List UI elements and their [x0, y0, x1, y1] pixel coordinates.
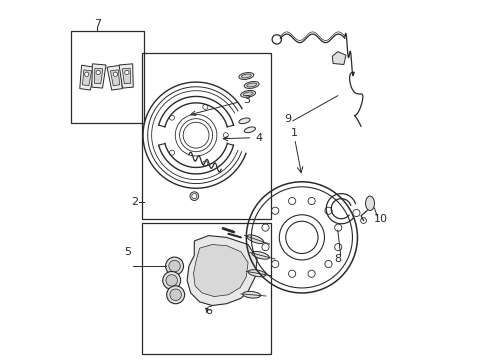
Circle shape: [334, 224, 341, 231]
Text: 4: 4: [223, 132, 262, 143]
Circle shape: [288, 197, 295, 204]
Ellipse shape: [240, 90, 255, 97]
Polygon shape: [94, 68, 102, 84]
Polygon shape: [110, 70, 120, 86]
Polygon shape: [122, 68, 130, 84]
Polygon shape: [82, 70, 91, 86]
Circle shape: [169, 150, 174, 155]
Polygon shape: [193, 244, 247, 297]
Text: 7: 7: [94, 19, 101, 29]
Ellipse shape: [243, 92, 252, 96]
Circle shape: [191, 194, 196, 199]
Polygon shape: [119, 64, 133, 88]
Text: 5: 5: [124, 247, 131, 257]
Ellipse shape: [241, 74, 251, 78]
Circle shape: [271, 260, 278, 267]
Ellipse shape: [242, 292, 260, 298]
Circle shape: [307, 270, 315, 277]
Ellipse shape: [246, 235, 263, 243]
Circle shape: [203, 104, 207, 109]
Ellipse shape: [239, 118, 249, 124]
Circle shape: [223, 133, 228, 138]
Circle shape: [334, 243, 341, 251]
Text: 6: 6: [204, 306, 212, 316]
Circle shape: [113, 72, 117, 76]
Ellipse shape: [365, 196, 374, 211]
Text: 1: 1: [291, 129, 298, 138]
Bar: [142, 53, 271, 220]
Text: 3: 3: [190, 95, 250, 116]
Circle shape: [262, 224, 268, 231]
Polygon shape: [80, 65, 95, 90]
Text: 10: 10: [373, 215, 387, 224]
Circle shape: [165, 257, 183, 275]
Circle shape: [288, 270, 295, 277]
Circle shape: [271, 207, 278, 214]
Circle shape: [190, 192, 198, 201]
Circle shape: [324, 260, 331, 267]
Polygon shape: [107, 65, 122, 90]
Circle shape: [169, 115, 174, 120]
Circle shape: [168, 260, 180, 272]
Text: 9: 9: [284, 114, 290, 124]
Ellipse shape: [251, 251, 269, 259]
Text: 8: 8: [333, 254, 341, 264]
Circle shape: [124, 70, 129, 75]
Ellipse shape: [238, 73, 253, 80]
Circle shape: [165, 275, 177, 286]
Circle shape: [352, 210, 359, 217]
Polygon shape: [92, 64, 106, 88]
Circle shape: [307, 197, 315, 204]
Circle shape: [84, 72, 89, 76]
Circle shape: [262, 243, 268, 251]
Ellipse shape: [244, 81, 259, 89]
Polygon shape: [332, 51, 346, 64]
Circle shape: [169, 289, 181, 301]
Polygon shape: [187, 235, 257, 306]
Ellipse shape: [246, 83, 256, 87]
Bar: [142, 223, 271, 354]
Circle shape: [166, 286, 184, 304]
Circle shape: [324, 207, 331, 214]
Circle shape: [203, 161, 207, 166]
Bar: [70, 31, 144, 123]
Text: 2: 2: [131, 197, 139, 207]
Circle shape: [163, 271, 180, 289]
Circle shape: [96, 70, 100, 75]
Circle shape: [360, 218, 366, 224]
Ellipse shape: [244, 127, 255, 132]
Ellipse shape: [248, 270, 265, 277]
